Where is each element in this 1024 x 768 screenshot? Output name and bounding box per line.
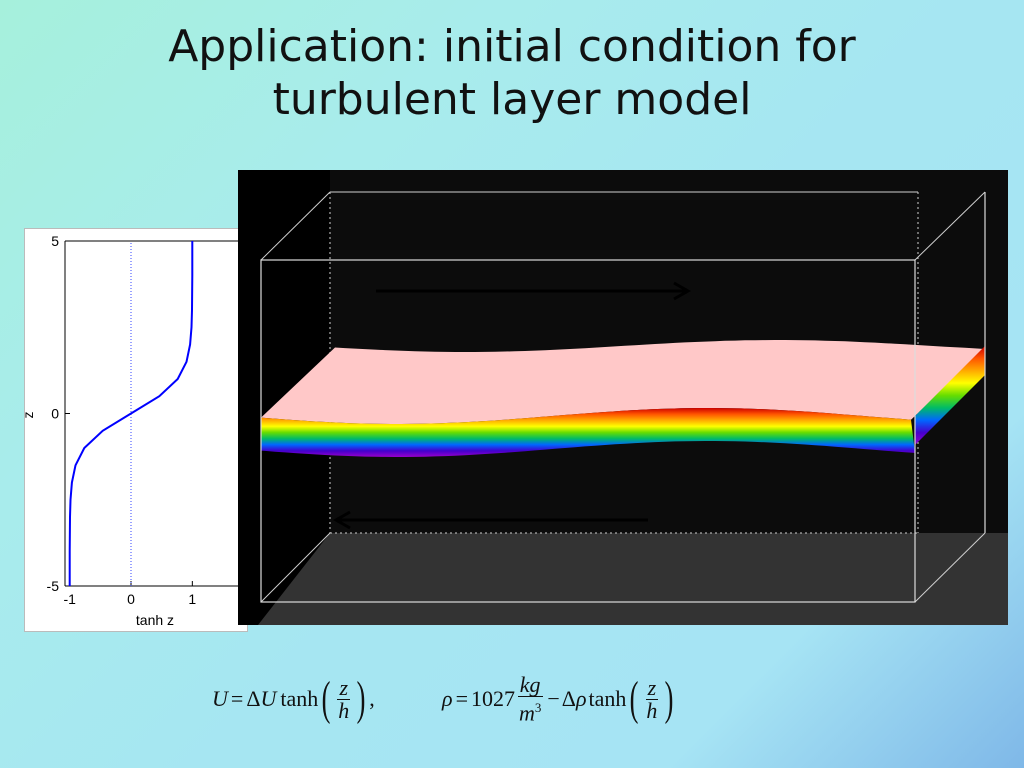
top-left-diagonal	[260, 191, 331, 261]
eq-constant: 1027	[470, 686, 515, 711]
frac-den: h	[338, 697, 350, 723]
eq-delta: Δ	[561, 686, 576, 711]
frac-num: z	[337, 674, 351, 700]
eq-tanh: tanh	[280, 686, 319, 711]
x-tick-label: 1	[188, 591, 196, 607]
y-axis-label: z	[25, 412, 36, 419]
y-tick-label: -5	[47, 578, 60, 594]
layer-top-surface	[261, 340, 985, 424]
tanh-curve	[68, 241, 194, 586]
velocity-equation: U = Δ U tanh ( z h ) ,	[212, 664, 375, 734]
eq-comma: ,	[369, 686, 375, 711]
lower-arrow-head-left	[332, 510, 351, 530]
eq-delta: Δ	[246, 686, 261, 711]
eq-minus: −	[547, 686, 560, 711]
density-equation: ρ = 1027 kg m3 − Δ ρ tanh ( z h )	[442, 664, 677, 734]
unit-fraction: kg m3	[517, 671, 543, 724]
eq-rho: ρ	[442, 686, 453, 711]
front-frame	[260, 259, 916, 603]
plot-area	[65, 241, 249, 586]
x-tick-label: -1	[63, 591, 76, 607]
tanh-plot-svg: 5 0 -5 -1 0 1 z tanh z	[25, 233, 249, 628]
bottom-left-diagonal	[260, 532, 331, 603]
governing-equations: U = Δ U tanh ( z h ) , ρ = 1027 kg m3 − …	[212, 664, 772, 734]
eq-equals: =	[455, 686, 468, 711]
tanh-profile-plot: 5 0 -5 -1 0 1 z tanh z	[24, 228, 249, 632]
y-ticks: 5 0 -5	[47, 233, 70, 594]
layer-side-bands	[915, 346, 985, 445]
eq-equals: =	[230, 686, 244, 711]
eq-u-var: U	[260, 686, 277, 711]
z-over-h: z h	[644, 674, 659, 723]
x-axis-label: tanh z	[136, 612, 174, 628]
frac-den: h	[646, 697, 658, 723]
layer-front-bands	[261, 408, 915, 457]
open-paren: (	[630, 672, 639, 725]
slide-title: Application: initial condition for turbu…	[0, 20, 1024, 126]
z-over-h: z h	[336, 674, 351, 723]
eq-rho-var: ρ	[575, 686, 587, 711]
y-tick-label: 5	[51, 233, 59, 249]
title-line-1: Application: initial condition for	[168, 21, 856, 72]
flow-arrows	[332, 281, 692, 530]
upper-arrow-head-right	[673, 281, 692, 301]
open-paren: (	[321, 672, 331, 725]
turbulent-layer-visualization	[238, 170, 1008, 625]
x-tick-label: 0	[127, 591, 135, 607]
title-line-2: turbulent layer model	[272, 74, 752, 125]
layer-3d-svg	[238, 170, 1008, 625]
y-tick-label: 0	[51, 406, 59, 422]
eq-u: U	[212, 686, 228, 711]
top-right-diagonal	[914, 191, 986, 261]
eq-tanh: tanh	[588, 686, 627, 711]
unit-den-m: m	[518, 700, 535, 726]
box-front-frame	[260, 192, 986, 603]
floor-plane	[258, 533, 1008, 625]
unit-num: kg	[517, 671, 543, 697]
close-paren: )	[664, 672, 674, 725]
unit-exp: 3	[534, 699, 542, 715]
frac-num: z	[645, 674, 659, 700]
close-paren: )	[356, 672, 366, 725]
bottom-right-diagonal	[914, 532, 986, 603]
unit-den: m3	[517, 697, 543, 724]
